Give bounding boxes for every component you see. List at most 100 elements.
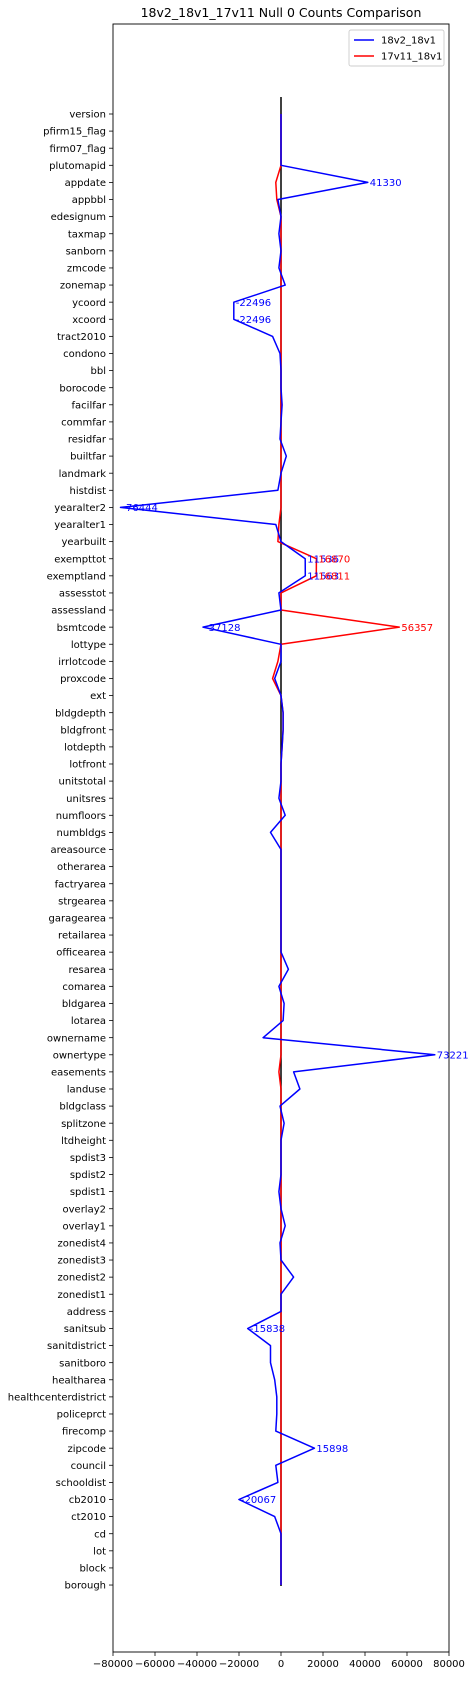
y-tick-label: lotfront	[69, 760, 106, 771]
y-tick-label: ct2010	[71, 1512, 106, 1523]
y-tick-label: numbldgs	[57, 828, 106, 839]
x-tick-label: −60000	[135, 1659, 175, 1670]
y-tick-label: bbl	[91, 366, 106, 377]
y-tick-label: residfar	[68, 435, 107, 446]
y-tick-label: officearea	[56, 948, 106, 959]
y-tick-label: sanitboro	[59, 1358, 106, 1369]
y-tick-label: firecomp	[62, 1427, 106, 1438]
y-tick-label: healtharea	[52, 1375, 106, 1386]
y-tick-label: zipcode	[68, 1444, 107, 1455]
y-tick-label: sanborn	[66, 246, 106, 257]
chart-title: 18v2_18v1_17v11 Null 0 Counts Comparison	[141, 5, 422, 20]
y-tick-label: exempttot	[54, 554, 106, 565]
x-tick-label: 20000	[307, 1659, 339, 1670]
y-tick-label: firm07_flag	[50, 144, 106, 155]
y-tick-label: overlay1	[63, 1221, 107, 1232]
y-tick-label: strgearea	[58, 896, 106, 907]
data-label: -37128	[205, 623, 240, 634]
y-tick-label: bldgarea	[62, 999, 106, 1010]
y-tick-label: ext	[90, 691, 106, 702]
data-label: 56357	[401, 623, 433, 634]
x-tick-label: −20000	[219, 1659, 259, 1670]
y-tick-label: irrlotcode	[58, 657, 106, 668]
y-tick-label: garagearea	[48, 914, 106, 925]
y-tick-label: assesstot	[59, 589, 106, 600]
y-tick-label: tract2010	[57, 332, 106, 343]
y-tick-label: landuse	[67, 1085, 106, 1096]
y-tick-label: ownertype	[53, 1050, 106, 1061]
legend: 18v2_18v1 17v11_18v1	[348, 29, 445, 67]
data-label: -76444	[122, 503, 157, 514]
y-tick-label: address	[67, 1307, 106, 1318]
y-tick-label: appdate	[65, 178, 106, 189]
y-tick-label: spdist1	[70, 1187, 106, 1198]
y-tick-label: ycoord	[72, 298, 106, 309]
y-tick-label: spdist3	[70, 1153, 106, 1164]
y-tick-label: numfloors	[56, 811, 106, 822]
y-tick-label: builtfar	[70, 452, 107, 463]
x-tick-label: 0	[278, 1659, 284, 1670]
legend-label: 18v2_18v1	[381, 36, 436, 47]
y-tick-label: yearalter1	[54, 520, 106, 531]
data-label: -20067	[241, 1495, 276, 1506]
x-tick-label: 40000	[349, 1659, 381, 1670]
y-tick-label: otherarea	[57, 862, 106, 873]
y-tick-label: zmcode	[67, 264, 106, 275]
data-label: -22496	[236, 298, 271, 309]
y-tick-label: schooldist	[56, 1478, 106, 1489]
y-tick-label: healthcenterdistrict	[8, 1392, 106, 1403]
data-label: -22496	[236, 315, 271, 326]
y-tick-label: zonedist1	[58, 1290, 106, 1301]
data-label: 15898	[316, 1444, 348, 1455]
y-tick-label: version	[69, 110, 106, 121]
y-tick-label: spdist2	[70, 1170, 106, 1181]
y-tick-label: areasource	[50, 845, 106, 856]
y-tick-label: lot	[93, 1546, 106, 1557]
y-tick-label: cd	[94, 1529, 106, 1540]
y-tick-label: ownername	[47, 1033, 106, 1044]
plot-area: 41330 -22496 -22496 -76444 11536 11563 -37128 7…	[119, 97, 469, 1587]
y-tick-label: factryarea	[55, 879, 106, 890]
y-tick-label: cb2010	[69, 1495, 106, 1506]
y-tick-label: borocode	[59, 383, 106, 394]
x-tick-label: 60000	[391, 1659, 423, 1670]
y-tick-label: appbbl	[72, 195, 106, 206]
y-tick-label: easements	[51, 1067, 106, 1078]
y-tick-label: histdist	[69, 486, 106, 497]
y-tick-label: block	[79, 1564, 106, 1575]
y-tick-label: lotarea	[71, 1016, 106, 1027]
y-tick-label: zonedist4	[58, 1239, 106, 1250]
y-tick-label: exemptland	[47, 571, 106, 582]
y-tick-label: plutomapid	[49, 161, 106, 172]
y-tick-label: bldgfront	[60, 725, 106, 736]
y-tick-label: facilfar	[72, 400, 107, 411]
y-tick-label: condono	[63, 349, 106, 360]
data-label: 41330	[370, 178, 402, 189]
y-tick-label: bldgdepth	[55, 708, 106, 719]
series-line-18v2_18v1	[119, 114, 436, 1585]
y-tick-label: retailarea	[58, 931, 106, 942]
y-tick-label: borough	[65, 1581, 107, 1592]
x-tick-label: 80000	[433, 1659, 465, 1670]
y-tick-label: taxmap	[68, 229, 106, 240]
y-tick-label: landmark	[59, 469, 107, 480]
y-tick-label: unitsres	[66, 794, 106, 805]
y-tick-label: proxcode	[60, 674, 106, 685]
data-label: 73221	[437, 1050, 469, 1061]
y-tick-label: yearbuilt	[62, 537, 107, 548]
y-tick-label: edesignum	[51, 212, 106, 223]
y-tick-label: council	[71, 1461, 106, 1472]
y-tick-label: lottype	[71, 640, 106, 651]
y-tick-label: policeprct	[57, 1410, 106, 1421]
y-tick-label: splitzone	[61, 1119, 106, 1130]
y-tick-label: zonedist3	[58, 1256, 106, 1267]
legend-box	[348, 29, 445, 67]
y-tick-label: resarea	[68, 965, 106, 976]
data-label: 16811	[318, 571, 350, 582]
x-tick-label: −80000	[93, 1659, 133, 1670]
y-tick-label: sanitdistrict	[47, 1341, 106, 1352]
axes: version pfirm15_flag firm07_flag plutomapid…	[8, 23, 465, 1670]
